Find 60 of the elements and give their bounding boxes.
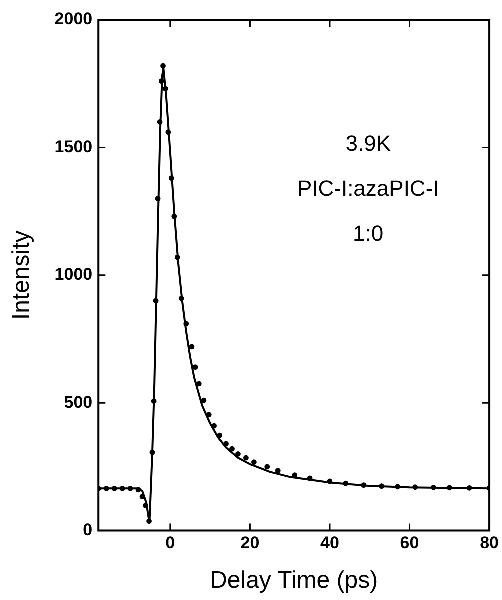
point [112,486,118,492]
point [307,476,313,482]
point [244,455,249,461]
annotation: 1:0 [353,221,384,246]
point [168,176,174,182]
point [136,487,142,493]
point [140,494,146,500]
point [236,451,241,457]
point [466,485,472,491]
point [178,296,184,302]
y-tick-label: 1500 [54,137,93,156]
point [327,478,333,484]
x-tick-label: 0 [166,534,176,553]
x-tick-label: 20 [240,534,260,553]
x-tick-label: 60 [400,534,420,553]
annotation: 3.9K [346,131,392,156]
point [162,86,168,92]
point [431,484,436,490]
point [155,196,161,202]
point [153,298,159,304]
point [230,446,235,452]
point [446,485,452,491]
point [150,450,156,456]
point [128,486,134,492]
y-tick-label: 1000 [54,265,93,284]
point [201,398,207,404]
annotation: PIC-I:azaPIC-I [297,176,440,202]
point [395,484,400,490]
point [157,119,163,125]
point [196,381,202,387]
y-tick-label: 0 [83,520,93,540]
point [151,398,157,404]
point [224,441,229,447]
x-axis-title: Delay Time (ps) [210,567,378,594]
point [343,480,349,486]
point [217,432,223,438]
x-tick-label: 40 [320,534,340,553]
point [160,63,166,69]
point [146,518,152,524]
point [275,468,281,474]
point [412,484,418,490]
point [172,214,178,220]
point [120,486,126,492]
point [379,484,385,490]
point [166,130,172,136]
point [158,78,164,84]
point [264,464,270,470]
point [104,486,110,492]
point [251,460,257,466]
y-tick-label: 2000 [54,10,93,29]
y-tick-label: 500 [64,392,93,412]
point [184,321,190,327]
point [142,503,148,508]
y-axis-title: Intensity [8,230,36,320]
point [192,364,198,370]
point [189,344,195,350]
point [212,423,217,429]
x-tick-label: 80 [480,534,500,553]
point [174,254,180,260]
point [361,482,367,488]
